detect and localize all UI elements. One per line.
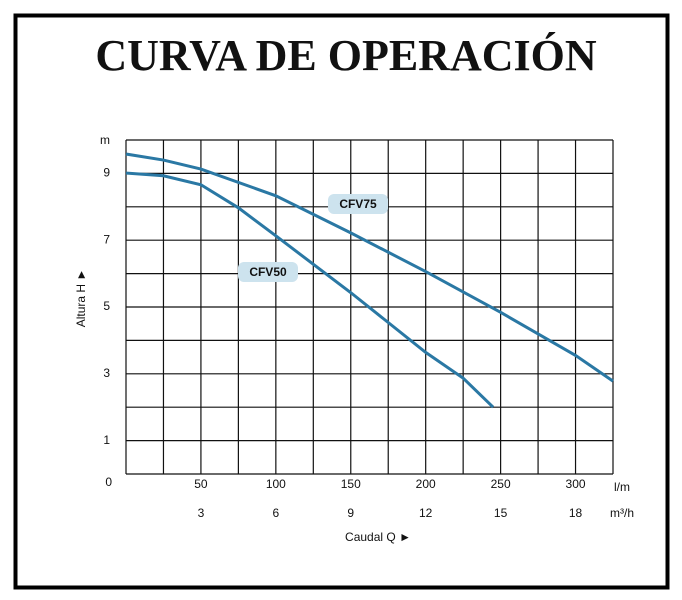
x-tick-label: 50 [194,477,208,491]
y-tick-label: 0 [105,475,112,489]
x2-tick-label: 6 [273,506,280,520]
series-callout [238,262,298,282]
series-line [125,171,495,409]
y-tick-label: 7 [103,232,110,246]
x2-tick-label: 12 [419,506,433,520]
x-unit: l/m [614,480,630,494]
x2-tick-label: 9 [347,506,354,520]
y-tick-label: 5 [103,299,110,313]
x-tick-label: 150 [341,477,361,491]
series-callout [328,194,388,214]
x-axis-label: Caudal Q ► [345,530,411,544]
x2-unit: m³/h [610,506,634,520]
x2-tick-label: 18 [569,506,583,520]
chart-title: CURVA DE OPERACIÓN [95,31,596,80]
y-unit: m [100,133,110,147]
x-tick-label: 100 [266,477,286,491]
y-tick-label: 9 [103,166,110,180]
series-name: CFV75 [339,197,377,211]
y-tick-label: 1 [103,433,110,447]
x2-tick-label: 15 [494,506,508,520]
series-name: CFV50 [249,265,287,279]
series-line [125,152,614,383]
frame [13,13,670,590]
y-tick-label: 3 [103,366,110,380]
x-tick-label: 250 [491,477,511,491]
x2-tick-label: 3 [198,506,205,520]
y-axis-label: Altura H ► [74,269,88,328]
x-tick-label: 200 [416,477,436,491]
x-tick-label: 300 [566,477,586,491]
